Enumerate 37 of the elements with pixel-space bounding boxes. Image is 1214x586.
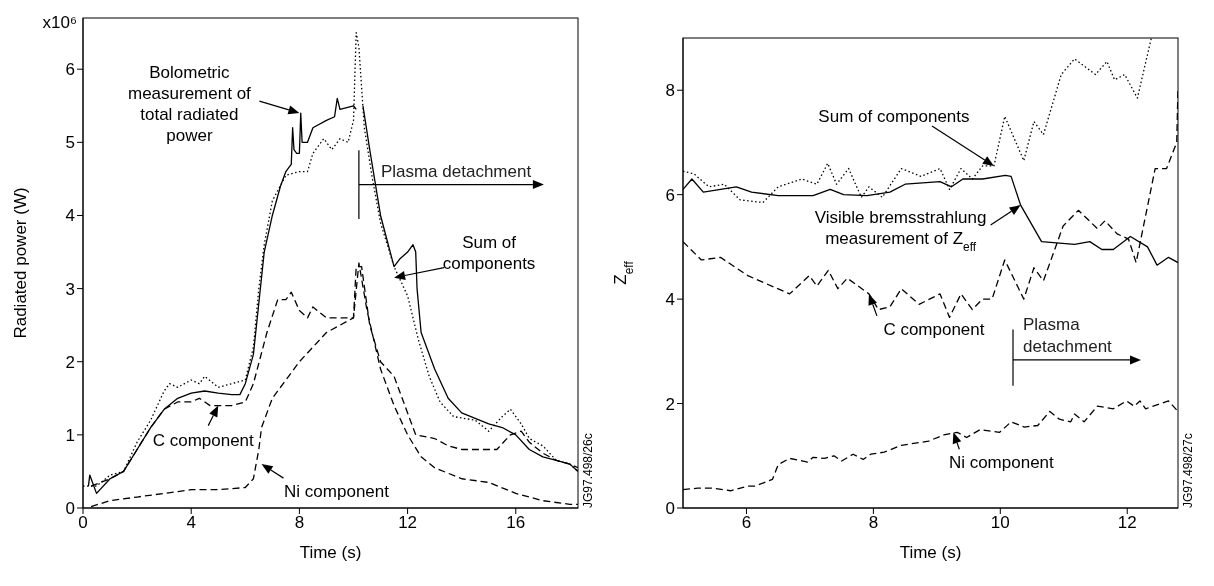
y-tick-label: 8 bbox=[665, 81, 675, 101]
x-tick-label: 6 bbox=[741, 513, 752, 533]
text: x10⁶ bbox=[42, 13, 77, 32]
x-tick-label: 10 bbox=[990, 513, 1010, 533]
y-tick-label: 3 bbox=[65, 279, 75, 299]
x-tick-label: 0 bbox=[78, 513, 88, 533]
x-tick-label: 4 bbox=[186, 513, 196, 533]
annotation: Ni component bbox=[284, 482, 390, 502]
x-axis-title: Time (s) bbox=[899, 543, 962, 562]
text: JG97.498/27c bbox=[1181, 433, 1195, 508]
y-tick-label: 1 bbox=[65, 425, 75, 445]
x-tick-label: 16 bbox=[506, 513, 526, 533]
y-tick-label: 4 bbox=[65, 206, 75, 226]
annotation: Sum of components bbox=[442, 233, 536, 274]
annotation: Ni component bbox=[948, 453, 1055, 473]
ref-line-label: Plasma detachment bbox=[380, 161, 532, 181]
ref-line-label: Plasma detachment bbox=[1023, 314, 1113, 356]
y-tick-label: 6 bbox=[65, 60, 75, 80]
y-tick-label: 6 bbox=[665, 185, 675, 205]
annotation: C component bbox=[883, 319, 985, 339]
y-tick-label: 0 bbox=[665, 499, 675, 519]
x-tick-label: 8 bbox=[868, 513, 879, 533]
y-axis-title: Radiated power (W) bbox=[11, 187, 30, 339]
y-tick-label: 0 bbox=[65, 499, 75, 519]
text: JG97.498/26c bbox=[581, 433, 595, 508]
x-tick-label: 8 bbox=[294, 513, 305, 533]
annotation: Visible bremsstrahlung measurement of Z$_{eff}$ bbox=[814, 207, 987, 254]
x-tick-label: 12 bbox=[398, 513, 418, 533]
annotation: Sum of components bbox=[818, 106, 970, 126]
x-axis-title: Time (s) bbox=[299, 543, 362, 562]
y-tick-label: 2 bbox=[65, 352, 75, 372]
annotation: C component bbox=[152, 430, 255, 450]
y-tick-label: 5 bbox=[65, 133, 75, 153]
x-tick-label: 12 bbox=[1117, 513, 1137, 533]
annotation: Bolometric measurement of total radiated power bbox=[127, 62, 252, 145]
y-tick-label: 2 bbox=[665, 394, 675, 414]
y-tick-label: 4 bbox=[665, 290, 675, 310]
